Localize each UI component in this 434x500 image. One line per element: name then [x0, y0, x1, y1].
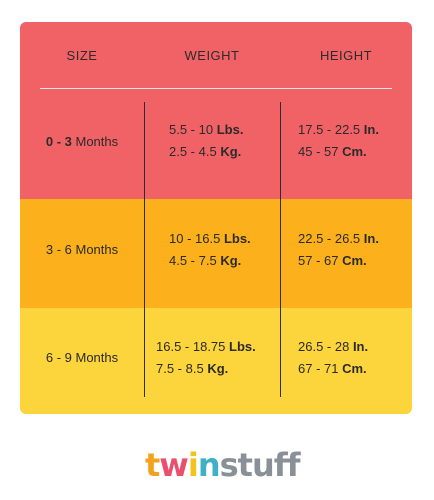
weight-unit: Kg.: [220, 253, 242, 268]
weight-cell-0-3: 5.5 - 10 Lbs. 2.5 - 4.5 Kg.: [169, 119, 243, 163]
height-value: 22.5 - 26.5: [298, 231, 364, 246]
weight-unit: Lbs.: [223, 231, 251, 246]
logo-letter: f: [273, 446, 288, 484]
height-unit: In.: [352, 339, 369, 354]
logo-letter: f: [286, 446, 301, 484]
weight-value: 5.5 - 10: [169, 122, 217, 137]
column-divider-2: [280, 102, 281, 397]
height-value: 67 - 71: [298, 361, 343, 376]
weight-value: 7.5 - 8.5: [156, 361, 208, 376]
row-band-3-6: [20, 199, 412, 308]
header-height: HEIGHT: [319, 48, 373, 63]
header-weight: WEIGHT: [184, 48, 240, 63]
header-divider: [40, 88, 392, 89]
height-cell-3-6: 22.5 - 26.5 In. 57 - 67 Cm.: [298, 228, 379, 272]
logo-letter: u: [251, 446, 275, 484]
weight-unit: Kg.: [220, 144, 242, 159]
weight-unit: Lbs.: [229, 339, 256, 354]
weight-unit: Kg.: [207, 361, 229, 376]
weight-unit: Lbs.: [216, 122, 244, 137]
height-cell-6-9: 26.5 - 28 In. 67 - 71 Cm.: [298, 336, 368, 380]
height-unit: Cm.: [342, 144, 367, 159]
height-value: 26.5 - 28: [298, 339, 353, 354]
height-value: 45 - 57: [298, 144, 343, 159]
weight-cell-6-9: 16.5 - 18.75 Lbs. 7.5 - 8.5 Kg.: [156, 336, 256, 380]
height-cell-0-3: 17.5 - 22.5 In. 45 - 57 Cm.: [298, 119, 379, 163]
size-chart-card: SIZE WEIGHT HEIGHT 0 - 3 Months 5.5 - 10…: [20, 22, 412, 414]
height-unit: Cm.: [342, 253, 367, 268]
twinstuff-logo: twinstuff: [145, 445, 301, 485]
logo-letter: s: [219, 446, 239, 484]
height-value: 57 - 67: [298, 253, 343, 268]
weight-value: 16.5 - 18.75: [156, 339, 229, 354]
row-band-6-9: [20, 308, 412, 414]
size-bold: 0 - 3: [45, 134, 72, 149]
row-band-0-3: [20, 22, 412, 199]
weight-value: 4.5 - 7.5: [169, 253, 221, 268]
logo-letter: i: [187, 446, 199, 484]
height-value: 17.5 - 22.5: [298, 122, 364, 137]
size-rest: Months: [71, 134, 119, 149]
height-unit: Cm.: [342, 361, 367, 376]
header-size: SIZE: [66, 48, 98, 63]
size-cell-0-3: 0 - 3 Months: [20, 134, 144, 149]
height-unit: In.: [363, 231, 379, 246]
size-cell-3-6: 3 - 6 Months: [45, 242, 119, 257]
height-unit: In.: [363, 122, 379, 137]
weight-value: 2.5 - 4.5: [169, 144, 221, 159]
logo-letter: n: [197, 446, 221, 484]
logo-letter: t: [145, 446, 160, 484]
logo-letter: t: [237, 446, 253, 484]
logo-letter: w: [159, 446, 189, 484]
weight-value: 10 - 16.5: [169, 231, 224, 246]
column-divider-1: [144, 102, 145, 397]
weight-cell-3-6: 10 - 16.5 Lbs. 4.5 - 7.5 Kg.: [169, 228, 251, 272]
size-cell-6-9: 6 - 9 Months: [45, 350, 119, 365]
